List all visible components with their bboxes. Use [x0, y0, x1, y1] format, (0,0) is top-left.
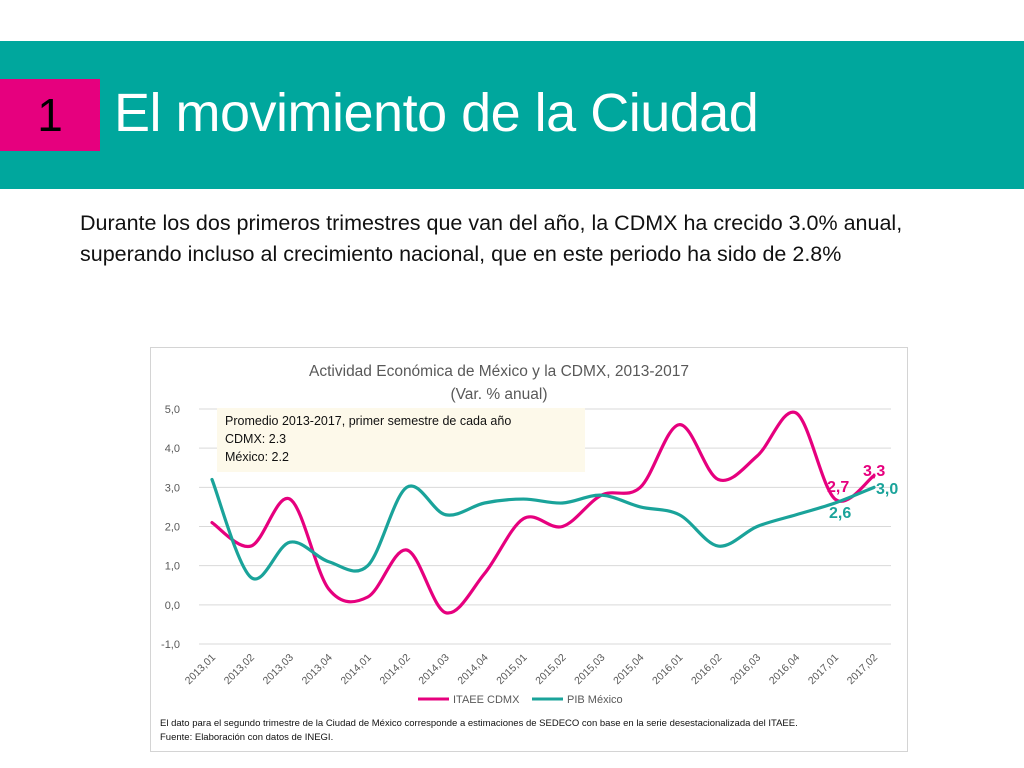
series-line-pib — [210, 477, 876, 581]
y-tick-label: 4,0 — [165, 443, 180, 455]
x-tick-label: 2015,04 — [611, 652, 646, 687]
chart-title: Actividad Económica de México y la CDMX,… — [309, 363, 689, 380]
legend-label-pib: PIB México — [567, 694, 623, 706]
y-tick-label: 3,0 — [165, 482, 180, 494]
chart-container: Actividad Económica de México y la CDMX,… — [150, 347, 908, 752]
gridlines — [199, 408, 891, 645]
x-tick-label: 2016,02 — [689, 652, 724, 687]
x-tick-label: 2017,02 — [845, 652, 880, 687]
chart-footnote: El dato para el segundo trimestre de la … — [160, 718, 798, 729]
x-axis-ticks: 2013,01 2013,02 2013,03 2013,04 2014,01 2014,… — [183, 652, 880, 687]
note-line-cdmx: CDMX: 2.3 — [225, 432, 287, 446]
label-itaee-prev: 2,7 — [827, 479, 849, 496]
label-pib-last: 3,0 — [876, 481, 898, 498]
slide-title: El movimiento de la Ciudad — [114, 83, 759, 143]
x-tick-label: 2014,02 — [377, 652, 412, 687]
x-tick-label: 2014,04 — [455, 652, 490, 687]
label-itaee-last: 3,3 — [863, 463, 885, 480]
x-tick-label: 2013,01 — [183, 652, 218, 687]
y-tick-label: 0,0 — [165, 600, 180, 612]
y-axis-ticks: 5,0 4,0 3,0 2,0 1,0 0,0 -1,0 — [161, 404, 180, 651]
x-tick-label: 2014,01 — [339, 652, 374, 687]
x-tick-label: 2015,03 — [572, 652, 607, 687]
line-chart: Actividad Económica de México y la CDMX,… — [161, 363, 898, 706]
x-tick-label: 2014,03 — [416, 652, 451, 687]
legend-label-itaee: ITAEE CDMX — [453, 694, 520, 706]
x-tick-label: 2015,01 — [494, 652, 529, 687]
y-tick-label: 5,0 — [165, 404, 180, 416]
x-tick-label: 2017,01 — [806, 652, 841, 687]
x-tick-label: 2016,03 — [728, 652, 763, 687]
x-tick-label: 2015,02 — [533, 652, 568, 687]
y-tick-label: 2,0 — [165, 522, 180, 534]
x-tick-label: 2016,01 — [650, 652, 685, 687]
y-tick-label: -1,0 — [161, 639, 180, 651]
note-line-average: Promedio 2013-2017, primer semestre de c… — [225, 414, 512, 428]
y-tick-label: 1,0 — [165, 561, 180, 573]
x-tick-label: 2013,04 — [300, 652, 335, 687]
legend: ITAEE CDMX PIB México — [418, 694, 623, 706]
chart-source: Fuente: Elaboración con datos de INEGI. — [160, 732, 334, 743]
series-lines — [210, 410, 876, 615]
chart-subtitle: (Var. % anual) — [450, 386, 547, 403]
x-tick-label: 2016,04 — [767, 652, 802, 687]
average-note-box: Promedio 2013-2017, primer semestre de c… — [217, 408, 585, 472]
label-pib-prev: 2,6 — [829, 505, 851, 522]
x-tick-label: 2013,02 — [222, 652, 257, 687]
title-banner — [0, 41, 1024, 189]
slide-number-badge: 1 — [0, 79, 100, 151]
intro-paragraph: Durante los dos primeros trimestres que … — [80, 211, 903, 266]
note-line-mexico: México: 2.2 — [225, 450, 289, 464]
x-tick-label: 2013,03 — [261, 652, 296, 687]
series-line-itaee — [210, 410, 876, 615]
